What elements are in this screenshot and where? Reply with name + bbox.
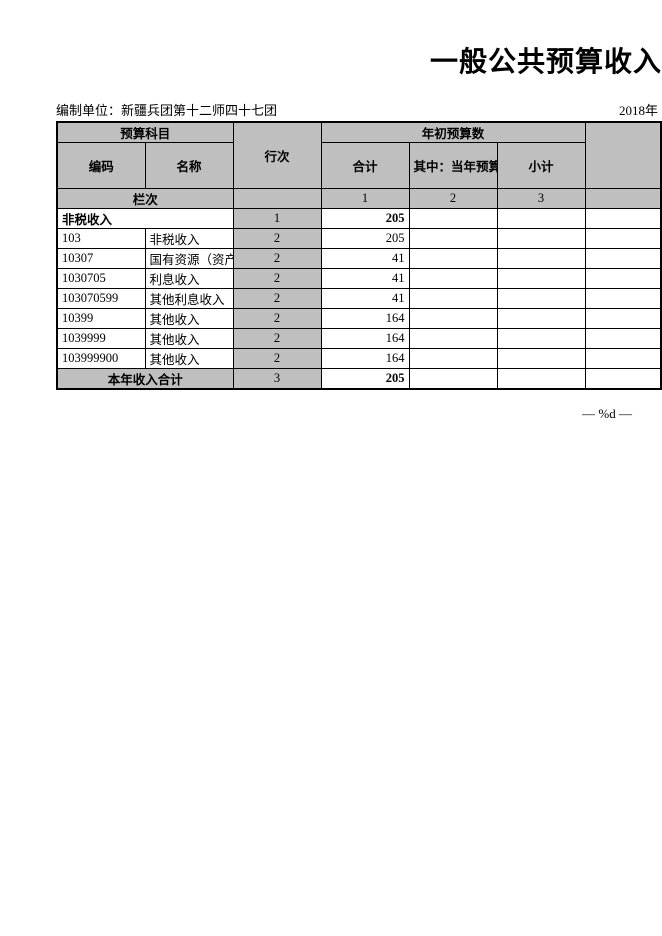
row-qz [409,329,497,349]
row-last [585,269,661,289]
col-idx-blank [233,189,321,209]
row-last [585,249,661,269]
row-hc: 2 [233,309,321,329]
row-hc: 2 [233,229,321,249]
row-xj [497,269,585,289]
row-code: 103070599 [57,289,145,309]
row-hj: 41 [321,249,409,269]
row-name: 其他收入 [145,329,233,349]
row-name: 利息收入 [145,269,233,289]
row-name: 其他利息收入 [145,289,233,309]
total-xj [497,369,585,390]
col-idx-3: 3 [497,189,585,209]
row-xj [497,309,585,329]
row-hj: 164 [321,329,409,349]
row-qz [409,249,497,269]
row-hc: 2 [233,289,321,309]
row-code: 103 [57,229,145,249]
row-hj: 205 [321,209,409,229]
hdr-name: 名称 [145,143,233,189]
row-qz [409,209,497,229]
hdr-row-no: 行次 [233,122,321,189]
table-row: 10307国有资源（资产241 [57,249,661,269]
year-label: 2018年 [619,100,658,119]
row-hj: 164 [321,309,409,329]
row-hc: 2 [233,249,321,269]
row-xj [497,209,585,229]
col-index-row: 栏次 1 2 3 [57,189,661,209]
hdr-year-begin: 年初预算数 [321,122,585,143]
row-hc: 2 [233,329,321,349]
total-hj: 205 [321,369,409,390]
table-row: 103非税收入2205 [57,229,661,249]
row-code: 10307 [57,249,145,269]
col-idx-1: 1 [321,189,409,209]
meta-row: 编制单位：新疆兵团第十二师四十七团 2018年 [56,100,662,119]
budget-table: 预算科目 行次 年初预算数 编码 名称 合计 其中：当年预算数 小计 栏次 1 … [56,121,662,390]
row-code: 10399 [57,309,145,329]
table-row: 1030705利息收入241 [57,269,661,289]
hdr-of-which: 其中：当年预算数 [409,143,497,189]
total-qz [409,369,497,390]
total-row: 本年收入合计 3 205 [57,369,661,390]
row-code: 103999900 [57,349,145,369]
hdr-total: 合计 [321,143,409,189]
row-xj [497,349,585,369]
row-last [585,289,661,309]
row-hc: 2 [233,269,321,289]
col-idx-2: 2 [409,189,497,209]
row-last [585,329,661,349]
table-row: 103070599 其他利息收入241 [57,289,661,309]
row-xj [497,329,585,349]
hdr-subtotal: 小计 [497,143,585,189]
row-qz [409,349,497,369]
row-code: 1039999 [57,329,145,349]
row-qz [409,269,497,289]
row-hc: 2 [233,349,321,369]
row-xj [497,289,585,309]
page: 一般公共预算收入 编制单位：新疆兵团第十二师四十七团 2018年 预算科目 行次… [0,0,662,422]
col-idx-blank2 [585,189,661,209]
header-row-1: 预算科目 行次 年初预算数 [57,122,661,143]
table-row: 非税收入1205 [57,209,661,229]
row-hc: 1 [233,209,321,229]
hdr-subject: 预算科目 [57,122,233,143]
row-name: 其他收入 [145,309,233,329]
page-title: 一般公共预算收入 [56,40,662,80]
row-hj: 41 [321,269,409,289]
row-last [585,209,661,229]
row-hj: 164 [321,349,409,369]
hdr-blank [585,122,661,189]
org-label: 编制单位：新疆兵团第十二师四十七团 [56,100,277,119]
row-code: 非税收入 [57,209,233,229]
row-name: 国有资源（资产 [145,249,233,269]
row-hj: 41 [321,289,409,309]
total-last [585,369,661,390]
table-row: 1039999其他收入2164 [57,329,661,349]
row-last [585,309,661,329]
total-label: 本年收入合计 [57,369,233,390]
row-name: 其他收入 [145,349,233,369]
header-row-2: 编码 名称 合计 其中：当年预算数 小计 [57,143,661,189]
table-row: 103999900 其他收入2164 [57,349,661,369]
row-name: 非税收入 [145,229,233,249]
row-last [585,349,661,369]
row-last [585,229,661,249]
row-hj: 205 [321,229,409,249]
row-xj [497,229,585,249]
table-row: 10399其他收入2164 [57,309,661,329]
total-hc: 3 [233,369,321,390]
row-xj [497,249,585,269]
row-qz [409,289,497,309]
page-footer: — %d — [56,406,662,422]
col-label: 栏次 [57,189,233,209]
row-qz [409,229,497,249]
hdr-code: 编码 [57,143,145,189]
row-code: 1030705 [57,269,145,289]
row-qz [409,309,497,329]
